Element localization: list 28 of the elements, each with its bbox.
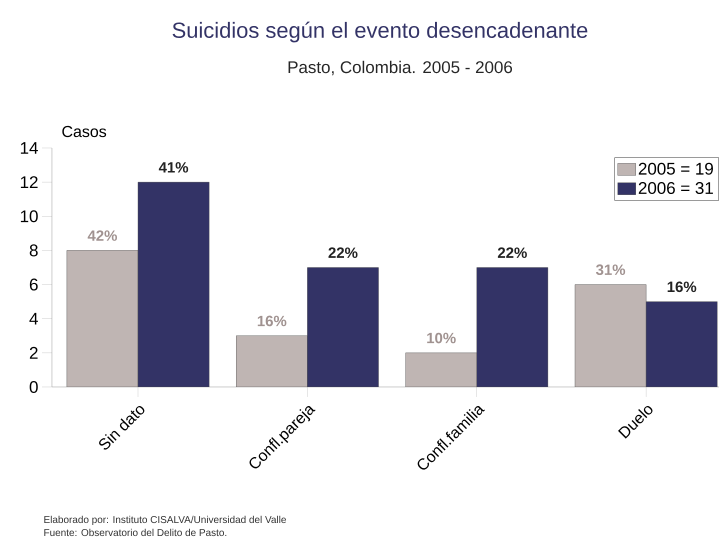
annotation: 16% [258,316,286,326]
chart-title: Suicidios según el evento desencadenante [172,22,588,42]
legend-label: 2006 = 31 [638,182,713,194]
bar [476,267,548,387]
y-tick-label: 14 [20,142,38,154]
y-tick-label: 2 [30,346,38,359]
annotation: 22% [328,247,358,258]
annotation: 41% [158,162,188,173]
chart-subtitle: Pasto, Colombia. 2005 - 2006 [288,60,512,76]
bar [307,267,379,387]
annotation: 16% [668,282,696,292]
bar [138,182,210,387]
source-note: Fuente: Observatorio del Delito de Pasto. [44,528,226,536]
y-tick-label: 8 [30,244,38,256]
x-tick-label: Sin dato [99,406,144,450]
y-tick-label: 6 [30,278,38,291]
y-axis-title: Casos [62,126,106,138]
annotation: 10% [427,332,456,344]
legend-label: 2005 = 19 [638,162,713,175]
annotation: 31% [596,264,626,276]
y-tick-label: 4 [29,312,38,325]
y-tick-label: 12 [20,176,38,188]
text: Elaborado por: Instituto CISALVA/Universidad del Valle [44,516,286,526]
bar [646,301,718,387]
y-tick-label: 0 [30,380,38,393]
annotation: 42% [88,230,117,241]
annotation: 22% [498,247,527,258]
y-tick-label: 10 [20,210,38,222]
